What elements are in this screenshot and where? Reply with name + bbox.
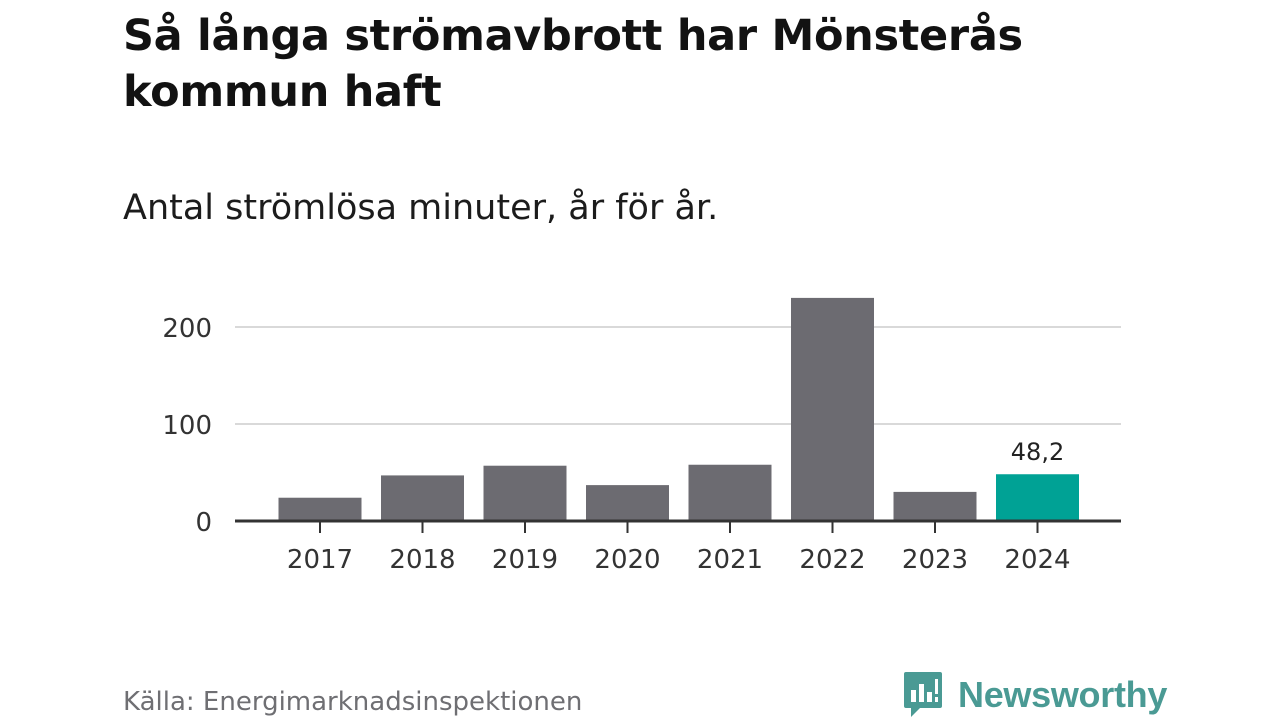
chart-subtitle: Antal strömlösa minuter, år för år. [123,188,719,228]
bar-2022 [791,297,874,521]
bar-2019 [483,465,567,521]
bar-2020 [586,485,669,521]
x-tick-label: 2022 [799,545,865,575]
x-tick-label: 2023 [902,545,968,575]
bar-2017 [278,497,362,521]
brand-name: Newsworthy [958,674,1168,715]
bar-2023 [893,491,977,521]
y-tick-label: 100 [162,411,212,441]
source-note: Källa: Energimarknadsinspektionen [123,687,583,717]
bar-2021 [688,464,772,521]
newsworthy-logo-icon [904,672,942,717]
x-tick-label: 2021 [697,545,763,575]
chart-title: Så långa strömavbrott har Mönsterås komm… [123,11,1023,117]
y-tick-label: 0 [195,508,212,538]
x-tick-label: 2024 [1004,545,1070,575]
data-label: 48,2 [1011,438,1064,466]
x-tick-label: 2019 [492,545,558,575]
bar-2024 [996,474,1079,521]
bar-2018 [381,475,464,521]
y-tick-label: 200 [162,314,212,344]
newsworthy-logo: Newsworthy [902,670,1167,720]
x-tick-label: 2017 [287,545,353,575]
x-tick-label: 2020 [594,545,660,575]
x-tick-label: 2018 [389,545,455,575]
